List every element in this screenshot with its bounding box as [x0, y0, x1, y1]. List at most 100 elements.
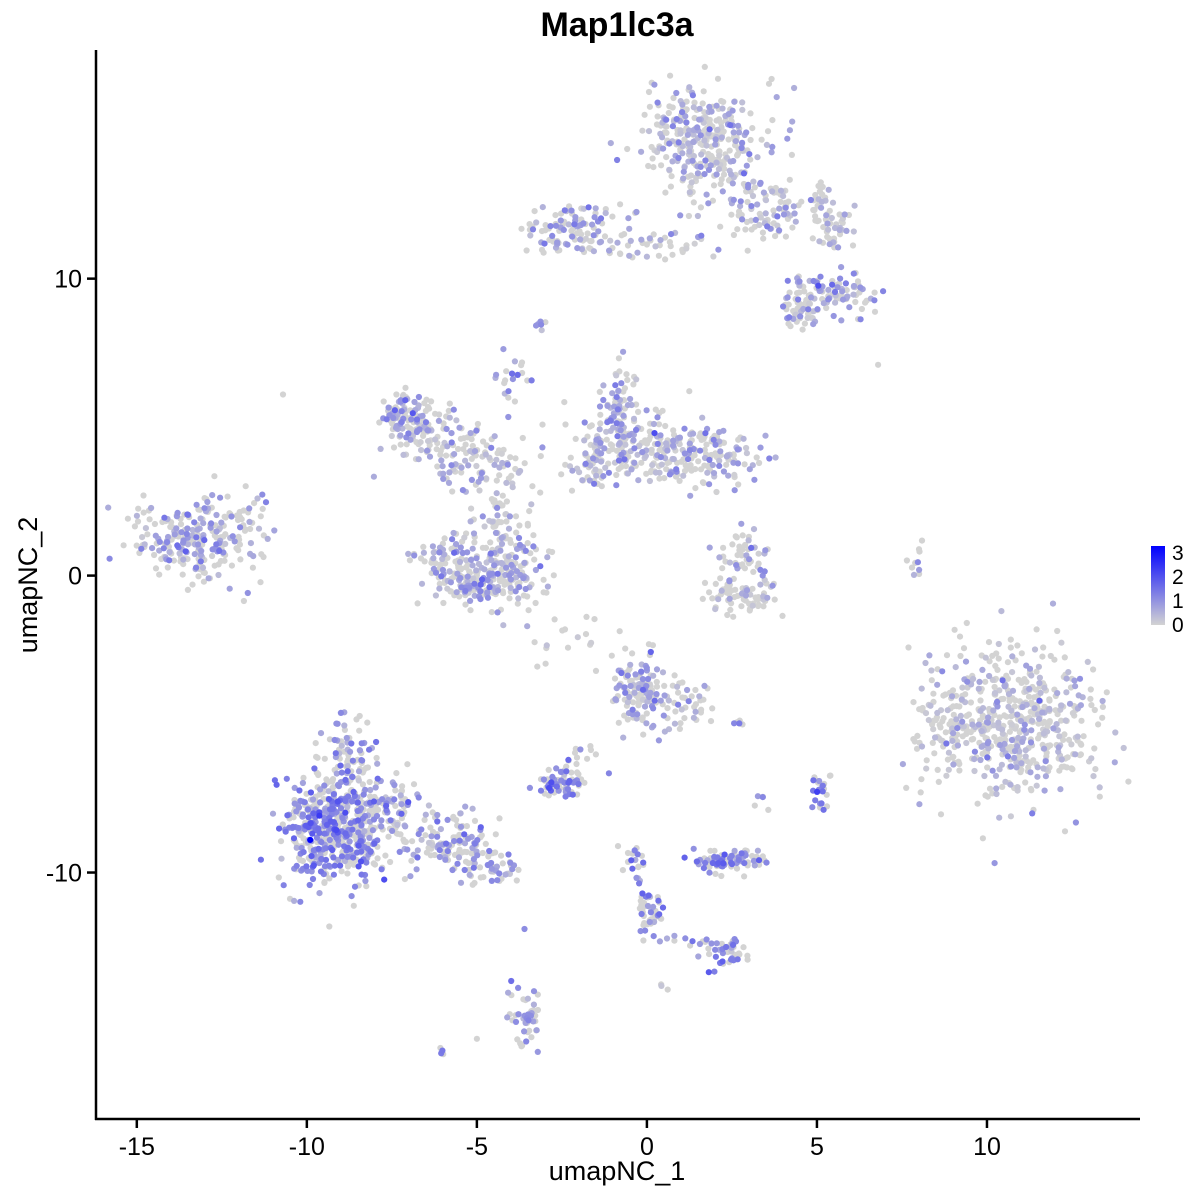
cell-point: [769, 582, 776, 589]
cell-point: [1078, 717, 1085, 724]
cell-point: [251, 500, 258, 507]
cell-point: [604, 402, 611, 409]
cell-point: [618, 451, 625, 458]
cell-point: [133, 542, 140, 549]
cell-point: [481, 566, 488, 573]
cell-point: [702, 157, 709, 164]
cell-point: [741, 873, 748, 880]
cell-point: [819, 788, 826, 795]
cell-point: [634, 451, 641, 458]
cell-point: [1111, 759, 1118, 766]
cell-point: [939, 718, 946, 725]
cell-point: [460, 446, 467, 453]
cell-point: [645, 128, 653, 135]
cell-point: [648, 446, 655, 453]
cell-point: [590, 232, 597, 239]
cell-point: [471, 539, 478, 546]
cell-point: [712, 606, 719, 613]
cell-point: [438, 573, 445, 580]
cell-point: [834, 284, 841, 291]
cell-point: [754, 154, 761, 161]
cell-point: [718, 134, 725, 141]
cell-point: [531, 208, 538, 215]
cell-point: [305, 814, 312, 821]
cell-point: [450, 529, 457, 537]
cell-point: [964, 678, 971, 685]
cell-point: [326, 778, 333, 785]
cell-point: [520, 592, 528, 599]
cell-point: [440, 551, 448, 558]
cell-point: [681, 450, 688, 457]
cell-point: [613, 394, 620, 401]
cell-point: [131, 523, 138, 530]
cell-point: [956, 633, 964, 640]
cell-point: [576, 469, 583, 476]
cell-point: [953, 716, 960, 723]
cell-point: [1056, 767, 1063, 774]
cell-point: [456, 424, 463, 431]
cell-point: [654, 440, 661, 447]
cell-point: [524, 540, 531, 547]
cell-point: [650, 933, 657, 940]
cell-point: [712, 870, 719, 878]
cell-point: [394, 830, 401, 837]
cell-point: [517, 467, 524, 475]
cell-point: [602, 210, 609, 217]
cell-point: [521, 925, 528, 933]
cell-point: [422, 407, 429, 414]
cell-point: [726, 147, 733, 154]
cell-point: [665, 697, 672, 704]
cell-point: [731, 594, 738, 601]
cell-point: [673, 116, 680, 123]
cell-point: [679, 109, 686, 116]
cell-point: [509, 376, 516, 383]
cell-point: [620, 348, 627, 355]
cell-point: [503, 368, 510, 375]
cell-point: [780, 193, 787, 200]
cell-point: [752, 594, 759, 601]
cell-point: [152, 565, 160, 572]
cell-point: [707, 718, 715, 725]
cell-point: [338, 769, 345, 776]
cell-point: [650, 672, 657, 679]
cell-point: [716, 457, 723, 464]
cell-point: [587, 746, 595, 754]
cell-point: [539, 421, 546, 428]
cell-point: [494, 609, 501, 616]
cell-point: [436, 549, 443, 556]
cell-point: [515, 984, 522, 992]
cell-point: [559, 627, 566, 634]
cell-point: [679, 694, 686, 701]
cell-point: [307, 820, 314, 827]
cell-point: [1028, 727, 1035, 734]
cell-point: [356, 747, 364, 754]
cell-point: [144, 531, 151, 538]
cell-point: [338, 853, 346, 860]
cell-point: [744, 247, 751, 254]
cell-point: [746, 151, 753, 158]
cell-point: [257, 856, 264, 863]
cell-point: [653, 691, 660, 698]
cell-point: [657, 697, 664, 704]
cell-point: [180, 537, 187, 544]
cell-point: [349, 798, 356, 805]
cell-point: [618, 421, 625, 428]
cell-point: [748, 203, 755, 210]
cell-point: [300, 849, 307, 856]
cell-point: [684, 131, 691, 138]
cell-point: [1007, 636, 1014, 643]
cell-point: [720, 427, 727, 434]
cell-point: [955, 760, 962, 767]
cell-point: [721, 851, 728, 858]
cell-point: [666, 166, 673, 173]
x-axis-label: umapNC_1: [549, 1156, 686, 1186]
cell-point: [593, 472, 600, 479]
cell-point: [922, 659, 929, 667]
cell-point: [592, 751, 600, 758]
cell-point: [479, 513, 486, 520]
cell-point: [493, 477, 500, 484]
cell-point: [678, 706, 685, 713]
cell-point: [724, 611, 731, 619]
cell-point: [750, 526, 758, 533]
cell-point: [477, 588, 484, 595]
